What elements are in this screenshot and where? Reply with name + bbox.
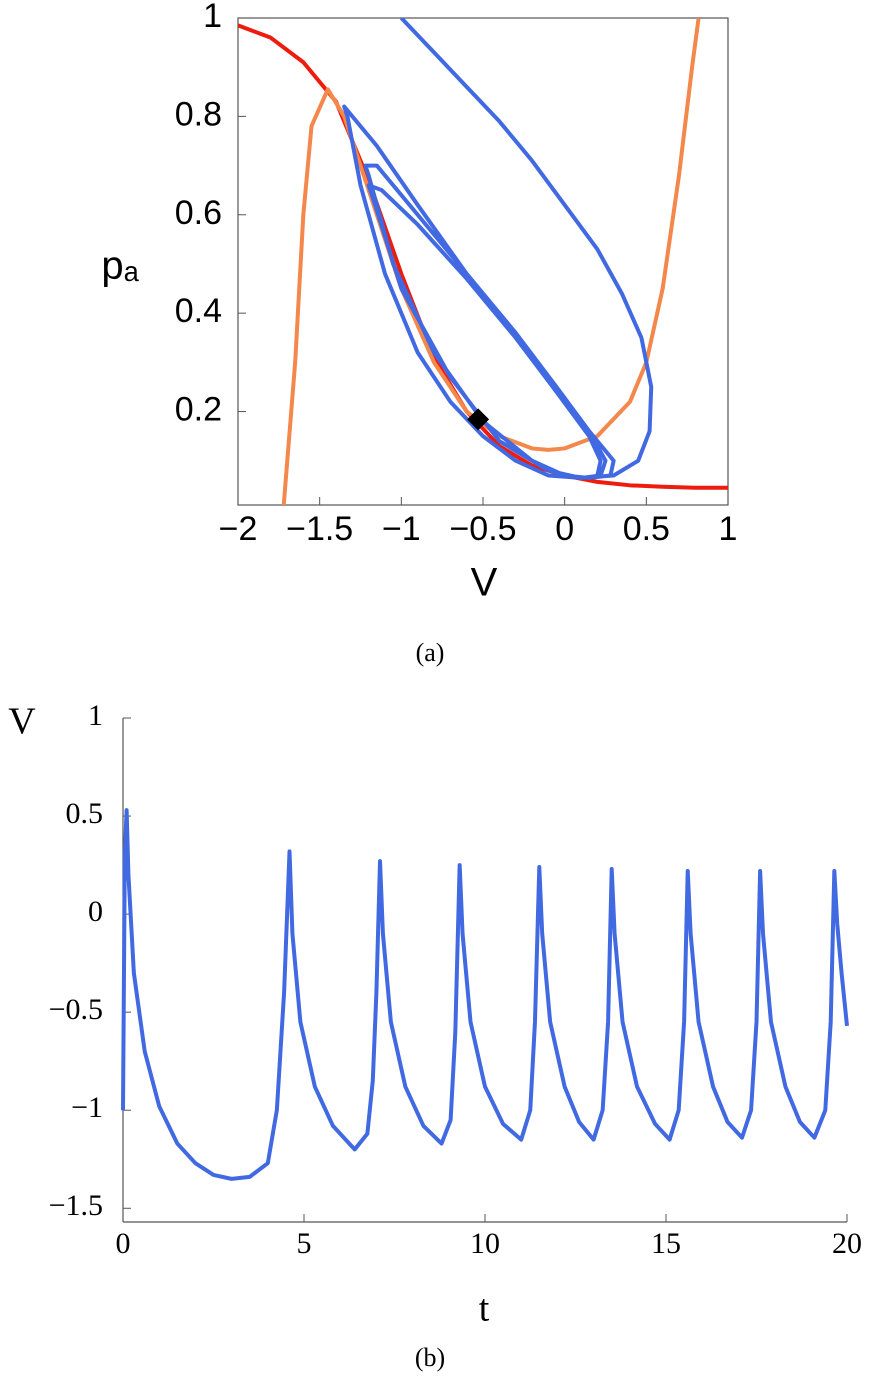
x-tick-label: 0 — [116, 1227, 131, 1260]
y-tick-label: −0.5 — [49, 993, 103, 1026]
y-tick-label: 0.6 — [175, 194, 222, 232]
x-tick-label: −2 — [219, 510, 258, 548]
x-tick-label: 15 — [651, 1227, 681, 1260]
x-tick-label: 0.5 — [623, 510, 670, 548]
y-tick-label: −1 — [71, 1091, 103, 1124]
y-tick-label: 0.5 — [66, 797, 104, 830]
plot-frame — [237, 17, 729, 506]
curve — [121, 808, 849, 1181]
caption: (b) — [415, 1343, 445, 1372]
curve — [342, 18, 654, 480]
y-axis-label: V — [8, 701, 36, 743]
x-tick-label: −1 — [382, 510, 421, 548]
x-tick-label: −0.5 — [449, 510, 516, 548]
y-tick-label: 1 — [203, 0, 222, 35]
curve — [238, 23, 728, 490]
x-tick-label: 10 — [470, 1227, 500, 1260]
x-tick-label: 1 — [719, 510, 738, 548]
x-tick-label: 0 — [555, 510, 574, 548]
fixed-point — [467, 408, 490, 431]
y-tick-label: 0 — [88, 895, 103, 928]
y-tick-label: 0.8 — [175, 95, 222, 133]
x-tick-label: 5 — [297, 1227, 312, 1260]
panel: 0 5 10 15 20 −1.5 −1 −0.5 0 0.5 1 t V (b) — [8, 699, 862, 1372]
y-tick-label: 0.4 — [175, 292, 222, 330]
y-tick-label: 0.2 — [175, 391, 222, 429]
y-tick-label: −1.5 — [49, 1189, 103, 1222]
x-axis-label: V — [471, 561, 498, 605]
x-tick-label: −1.5 — [286, 510, 353, 548]
caption: (a) — [416, 638, 445, 667]
y-axis-label: pₐ — [101, 244, 139, 288]
panel: −2 −1.5 −1 −0.5 0 0.5 1 0.2 0.4 0.6 0.8 1 Vpₐ (a) — [101, 0, 737, 667]
y-tick-label: 1 — [88, 699, 103, 732]
x-tick-label: 20 — [832, 1227, 862, 1260]
x-axis-label: t — [479, 1288, 490, 1330]
